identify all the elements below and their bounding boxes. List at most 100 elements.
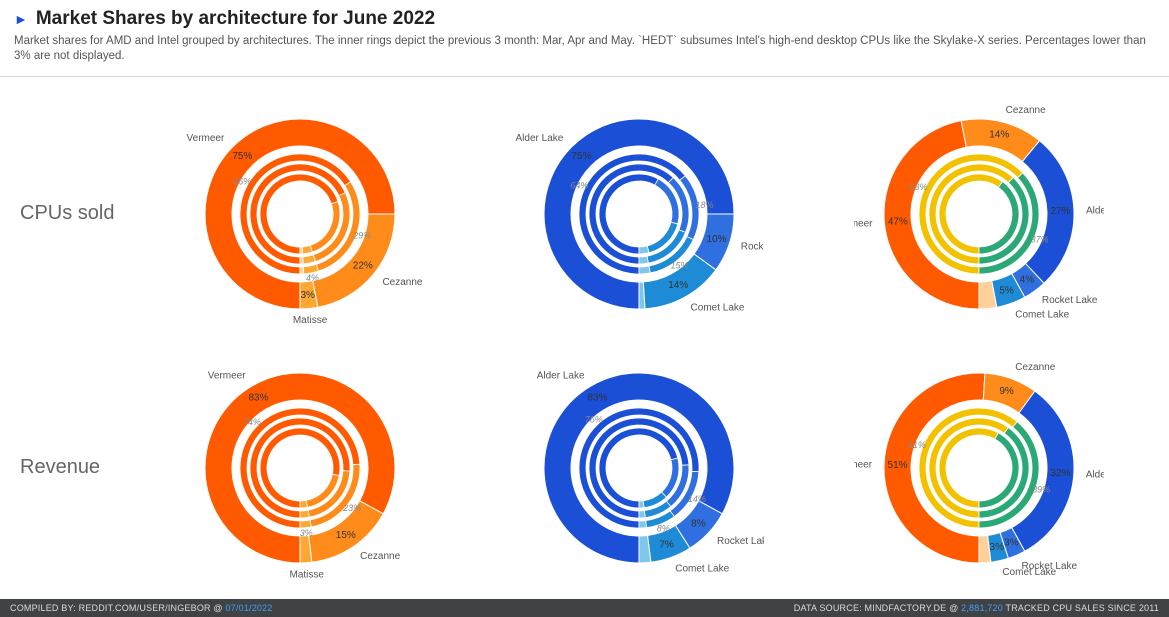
footer: COMPILED BY: REDDIT.COM/USER/INGEBOR @ 0… <box>0 599 1169 617</box>
chart-grid: CPUs sold 75% 22% 3% 66% 29% 4% Vermeer Cezanne… <box>0 77 1169 599</box>
inner-ring-pct: 61% <box>908 440 926 450</box>
donut-combined-cpus: 47% 14% 27% 4% 5% 63% 37% Vermeer Cezanne Alder L… <box>854 89 1104 339</box>
segment-pct: 14% <box>989 130 1009 141</box>
cell-combined-revenue: 51% 9% 32% 3%3% 61% 39% Vermeer Cezanne Alder La… <box>809 341 1149 595</box>
category-label: Vermeer <box>186 133 224 144</box>
category-label: Cezanne <box>360 551 400 562</box>
ring-segment <box>939 428 998 508</box>
inner-ring-pct: 37% <box>1031 234 1049 244</box>
segment-pct: 83% <box>248 392 268 403</box>
category-label: Alder Lake <box>1086 469 1104 480</box>
segment-pct: 14% <box>669 280 689 291</box>
segment-pct: 32% <box>1050 468 1070 479</box>
inner-ring-pct: 39% <box>1032 485 1050 495</box>
segment-pct: 4% <box>1020 274 1035 285</box>
category-label: Cezanne <box>1015 362 1055 373</box>
header: ► Market Shares by architecture for June… <box>0 0 1169 70</box>
ring-segment <box>639 511 645 518</box>
category-label: Cezanne <box>382 277 422 288</box>
ring-segment <box>639 521 647 528</box>
category-label: Comet Lake <box>1002 567 1056 578</box>
ring-segment <box>300 257 303 264</box>
footer-right-prefix: DATA SOURCE: MINDFACTORY.DE @ <box>794 603 961 613</box>
ring-segment <box>639 246 649 254</box>
inner-ring-pct: 4% <box>306 273 319 283</box>
segment-pct: 75% <box>572 151 592 162</box>
category-label: Rocket Lake <box>717 536 764 547</box>
cell-amd-revenue: 83% 15% 74% 23% 3% Vermeer Cezanne Matisse <box>130 341 470 595</box>
cell-intel-revenue: 83%8%7%76%14%8%Alder LakeRocket LakeCome… <box>470 341 810 595</box>
page-title: Market Shares by architecture for June 2… <box>36 8 435 30</box>
inner-ring-pct: 76% <box>585 414 603 424</box>
segment-pct: 3% <box>990 542 1005 553</box>
inner-ring-pct: 8% <box>657 524 670 534</box>
footer-left: COMPILED BY: REDDIT.COM/USER/INGEBOR @ 0… <box>10 603 273 613</box>
footer-right-suffix: TRACKED CPU SALES SINCE 2011 <box>1003 603 1159 613</box>
segment-pct: 83% <box>588 392 608 403</box>
ring-segment <box>639 501 644 508</box>
footer-right-link[interactable]: 2,881,720 <box>961 603 1003 613</box>
inner-ring-pct: 14% <box>688 494 706 504</box>
ring-segment <box>300 520 311 528</box>
segment-pct: 10% <box>707 234 727 245</box>
ring-segment <box>300 247 303 254</box>
ring-segment <box>639 256 648 264</box>
ring-segment <box>300 267 304 274</box>
category-label: Comet Lake <box>676 563 730 574</box>
segment-pct: 8% <box>692 518 707 529</box>
ring-segment <box>303 255 316 264</box>
page-subtitle: Market shares for AMD and Intel grouped … <box>14 34 1155 64</box>
category-label: Vermeer <box>854 219 873 230</box>
segment-pct: 3% <box>1004 537 1019 548</box>
ring-segment <box>639 266 650 274</box>
inner-ring-pct: 23% <box>342 503 361 513</box>
category-label: Alder Lake <box>516 133 564 144</box>
inner-ring-pct: 3% <box>300 528 313 538</box>
category-label: Matisse <box>293 315 328 326</box>
ring-segment <box>300 500 307 508</box>
ring-segment <box>939 174 1003 254</box>
donut-combined-revenue: 51% 9% 32% 3%3% 61% 39% Vermeer Cezanne Alder La… <box>854 343 1104 593</box>
segment-pct: 27% <box>1051 206 1071 217</box>
segment-pct: 47% <box>888 216 908 227</box>
footer-right: DATA SOURCE: MINDFACTORY.DE @ 2,881,720 … <box>794 603 1159 613</box>
segment-pct: 9% <box>1000 386 1015 397</box>
footer-left-link[interactable]: 07/01/2022 <box>225 603 272 613</box>
ring-segment <box>302 245 312 254</box>
category-label: Cezanne <box>1006 105 1046 116</box>
segment-pct: 3% <box>300 290 315 301</box>
title-marker-icon: ► <box>14 12 28 26</box>
footer-left-prefix: COMPILED BY: REDDIT.COM/USER/INGEBOR @ <box>10 603 225 613</box>
inner-ring-pct: 66% <box>233 176 251 186</box>
donut-amd-cpus: 75% 22% 3% 66% 29% 4% Vermeer Cezanne Matisse <box>175 89 425 339</box>
category-label: Vermeer <box>854 459 873 470</box>
inner-ring-pct: 29% <box>352 231 371 241</box>
category-label: Alder Lake <box>1086 205 1104 216</box>
segment-pct: 15% <box>336 530 356 541</box>
segment-pct: 5% <box>1000 285 1015 296</box>
inner-ring-pct: 74% <box>243 417 261 427</box>
cell-combined-cpus: 47% 14% 27% 4% 5% 63% 37% Vermeer Cezanne Alder L… <box>809 87 1149 341</box>
inner-ring-pct: 63% <box>910 182 928 192</box>
donut-amd-revenue: 83% 15% 74% 23% 3% Vermeer Cezanne Matisse <box>175 343 425 593</box>
segment-pct: 75% <box>232 151 252 162</box>
donut-intel-cpus: 75% 10% 14% 64% 18% 15% Alder Lake Rocket Lake C… <box>514 89 764 339</box>
category-label: Matisse <box>289 569 324 580</box>
segment-pct: 51% <box>888 460 908 471</box>
inner-ring-pct: 64% <box>571 180 589 190</box>
category-label: Comet Lake <box>1015 309 1069 320</box>
inner-ring-pct: 15% <box>671 260 689 270</box>
page: ► Market Shares by architecture for June… <box>0 0 1169 617</box>
category-label: Comet Lake <box>691 302 745 313</box>
category-label: Rocket Lake <box>741 242 764 253</box>
donut-intel-revenue: 83%8%7%76%14%8%Alder LakeRocket LakeCome… <box>514 343 764 593</box>
category-label: Vermeer <box>208 371 246 382</box>
category-label: Rocket Lake <box>1042 295 1098 306</box>
cell-intel-cpus: 75% 10% 14% 64% 18% 15% Alder Lake Rocket Lake C… <box>470 87 810 341</box>
segment-pct: 22% <box>353 260 373 271</box>
inner-ring-pct: 18% <box>696 200 714 210</box>
cell-amd-cpus: 75% 22% 3% 66% 29% 4% Vermeer Cezanne Matisse <box>130 87 470 341</box>
ring-segment <box>599 174 658 254</box>
row-label-cpus: CPUs sold <box>0 202 130 225</box>
segment-pct: 7% <box>660 539 675 550</box>
